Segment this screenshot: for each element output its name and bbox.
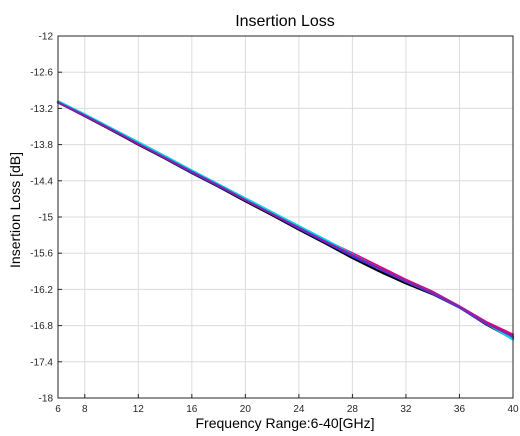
y-axis-label: Insertion Loss [dB]	[7, 152, 23, 268]
x-tick-label: 16	[186, 404, 198, 415]
grid-lines	[57, 35, 514, 399]
x-tick-label: 32	[400, 404, 412, 415]
x-tick-label: 6	[55, 404, 61, 415]
y-tick-label: -13.8	[30, 140, 53, 151]
y-tick-label: -12.6	[30, 68, 53, 79]
x-tick-label: 36	[454, 404, 466, 415]
x-tick-label: 28	[347, 404, 359, 415]
x-tick-label: 8	[82, 404, 88, 415]
x-axis-label: Frequency Range:6-40[GHz]	[196, 415, 375, 431]
y-tick-label: -16.8	[30, 321, 53, 332]
y-tick-label: -12	[39, 32, 54, 43]
chart-title: Insertion Loss	[235, 13, 335, 30]
x-tick-label: 12	[133, 404, 145, 415]
y-tick-label: -13.2	[30, 104, 53, 115]
y-tick-label: -15.6	[30, 249, 53, 260]
y-tick-label: -14.4	[30, 176, 53, 187]
y-tick-label: -17.4	[30, 357, 53, 368]
y-tick-label: -16.2	[30, 285, 53, 296]
x-tick-label: 20	[240, 404, 252, 415]
series-line-5	[56, 101, 515, 338]
y-tick-label: -18	[39, 394, 54, 405]
x-tick-label: 40	[507, 404, 519, 415]
series-lines	[56, 100, 515, 341]
y-tick-label: -15	[39, 213, 54, 224]
axis-ticks: 6 8 12 16 20 24 28 32 36 40 -12 -12.6 -13.2 -13.8 -14.…	[30, 32, 519, 416]
x-tick-label: 24	[293, 404, 305, 415]
